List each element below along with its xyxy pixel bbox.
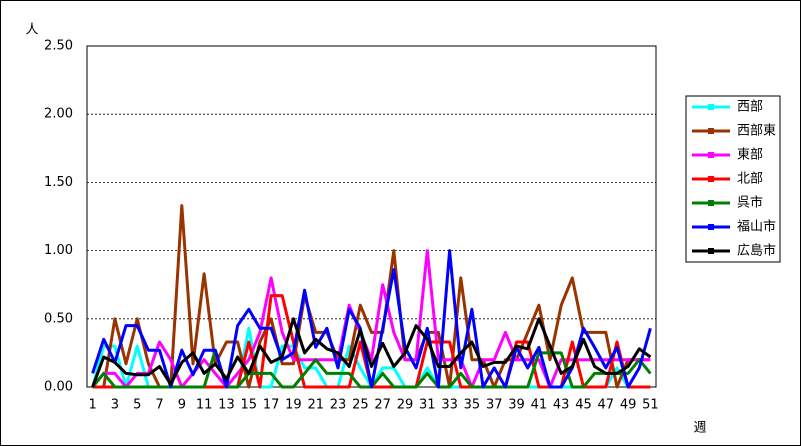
- x-tick-label: 13: [218, 398, 235, 413]
- legend-marker: [708, 152, 714, 158]
- legend-label: 東部: [737, 147, 763, 163]
- x-tick-label: 51: [642, 398, 659, 413]
- x-tick-label: 9: [178, 398, 186, 413]
- x-tick-label: 47: [598, 398, 615, 413]
- x-tick-label: 21: [307, 398, 324, 413]
- legend-marker: [708, 224, 714, 230]
- legend-label: 呉市: [737, 195, 763, 211]
- legend-marker: [708, 248, 714, 254]
- legend-marker: [708, 128, 714, 134]
- x-axis-label: 週: [693, 421, 706, 436]
- x-tick-label: 7: [155, 398, 163, 413]
- x-tick-label: 33: [441, 398, 458, 413]
- legend-label: 西部東: [737, 123, 776, 139]
- series-line: [91, 249, 651, 389]
- legend-label: 広島市: [737, 243, 776, 259]
- x-tick-label: 43: [553, 398, 570, 413]
- y-tick-label: 1.00: [44, 243, 73, 258]
- legend-label: 福山市: [737, 219, 776, 235]
- x-tick-label: 35: [464, 398, 481, 413]
- x-tick-label: 39: [508, 398, 525, 413]
- x-tick-label: 11: [196, 398, 213, 413]
- series-line: [91, 317, 652, 388]
- legend-label: 北部: [737, 172, 763, 187]
- x-tick-label: 49: [620, 398, 637, 413]
- legend-marker: [708, 200, 714, 206]
- x-tick-label: 3: [111, 398, 119, 413]
- y-tick-label: 1.50: [44, 175, 73, 190]
- x-tick-label: 31: [419, 398, 436, 413]
- y-tick-label: 2.50: [44, 39, 73, 54]
- x-tick-label: 37: [486, 398, 503, 413]
- x-tick-label: 25: [352, 398, 369, 413]
- x-tick-label: 41: [531, 398, 548, 413]
- x-tick-label: 19: [285, 398, 302, 413]
- x-tick-label: 27: [374, 398, 391, 413]
- x-tick-label: 23: [330, 398, 347, 413]
- x-tick-label: 45: [575, 398, 592, 413]
- y-tick-label: 0.50: [44, 311, 73, 326]
- legend-marker: [708, 176, 714, 182]
- y-tick-label: 2.00: [44, 107, 73, 122]
- y-axis-label: 人: [25, 23, 38, 38]
- x-tick-label: 5: [133, 398, 141, 413]
- x-tick-label: 29: [397, 398, 414, 413]
- x-tick-label: 17: [263, 398, 280, 413]
- legend-label: 西部: [737, 100, 763, 115]
- x-tick-label: 1: [88, 398, 96, 413]
- series-line: [92, 204, 651, 389]
- legend-marker: [708, 104, 714, 110]
- y-tick-label: 0.00: [44, 380, 73, 395]
- x-tick-label: 15: [241, 398, 258, 413]
